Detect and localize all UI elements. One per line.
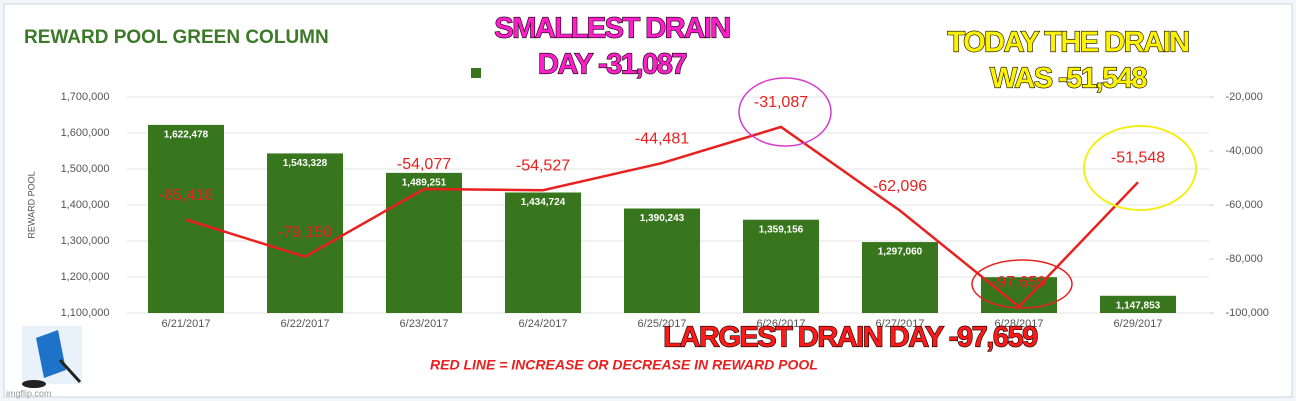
logo-shape [36, 330, 66, 378]
x-tick-label: 6/27/2017 [876, 318, 925, 330]
x-tick-label: 6/23/2017 [400, 318, 449, 330]
bar-value-label: 1,359,156 [759, 224, 804, 235]
bar-value-label: 1,543,328 [283, 158, 328, 169]
line-value-label: -44,481 [635, 130, 689, 147]
line-value-label: -54,527 [516, 157, 570, 174]
y2-tick-label: -80,000 [1226, 253, 1263, 265]
bar-value-label: 1,434,724 [521, 197, 566, 208]
x-tick-label: 6/21/2017 [162, 318, 211, 330]
bar [624, 208, 700, 313]
line-value-label: -79,150 [278, 224, 332, 241]
watermark: imgflip.com [6, 388, 52, 398]
y-tick-label: 1,300,000 [61, 235, 110, 247]
y-tick-label: 1,500,000 [61, 163, 110, 175]
bar-value-label: 1,622,478 [164, 130, 209, 141]
highlight-circle [1083, 125, 1197, 211]
chart-title: REWARD POOL GREEN COLUMN [24, 27, 329, 48]
x-tick-label: 6/24/2017 [519, 318, 568, 330]
bar [1100, 295, 1176, 313]
line-value-label: -62,096 [873, 178, 927, 195]
bar [386, 172, 462, 313]
x-tick-label: 6/26/2017 [757, 318, 806, 330]
line-value-label: -31,087 [754, 94, 808, 111]
y-tick-label: 1,100,000 [61, 307, 110, 319]
bar [148, 124, 224, 313]
bar-value-label: 1,390,243 [640, 213, 685, 224]
line-value-label: -65,416 [159, 187, 213, 204]
bar-value-label: 1,297,060 [878, 247, 923, 258]
y-tick-label: 1,400,000 [61, 199, 110, 211]
line [185, 125, 1139, 309]
annotation: WAS -51,548 [990, 63, 1147, 95]
x-tick-label: 6/22/2017 [281, 318, 330, 330]
annotation: LARGEST DRAIN DAY -97,659 [663, 322, 1038, 354]
bar-value-label: 1,147,853 [1116, 300, 1161, 311]
logo [22, 326, 82, 388]
annotation: DAY -31,087 [538, 49, 686, 81]
logo-broom [58, 358, 82, 384]
line-value-label: -97,659 [992, 274, 1046, 291]
y-tick-label: 1,700,000 [61, 91, 110, 103]
bar [267, 153, 343, 313]
logo-shoe [22, 380, 46, 388]
bar-value-label: 1,489,251 [402, 178, 447, 189]
highlight-circle [738, 77, 832, 147]
y2-tick-label: -60,000 [1226, 199, 1263, 211]
bar [505, 192, 581, 313]
footnote: RED LINE = INCREASE OR DECREASE IN REWAR… [430, 357, 818, 373]
y2-tick-label: -40,000 [1226, 145, 1263, 157]
y2-tick-label: -100,000 [1226, 307, 1269, 319]
y-tick-label: 1,200,000 [61, 271, 110, 283]
y-axis-label: REWARD POOL [26, 171, 36, 238]
plot: 1,100,000 1,200,000 1,300,000 1,400,000 1,50… [61, 91, 1269, 330]
line-value-label: -51,548 [1111, 149, 1165, 166]
y-tick-label: 1,600,000 [61, 127, 110, 139]
x-tick-label: 6/28/2017 [995, 318, 1044, 330]
y2-tick-label: -20,000 [1226, 91, 1263, 103]
highlight-circle [971, 259, 1073, 309]
x-tick-label: 6/25/2017 [638, 318, 687, 330]
x-tick-label: 6/29/2017 [1114, 318, 1163, 330]
legend-swatch [471, 68, 481, 78]
bar [743, 219, 819, 313]
bar [862, 242, 938, 313]
line-value-label: -54,077 [397, 156, 451, 173]
annotation: SMALLEST DRAIN [494, 13, 729, 45]
annotation: TODAY THE DRAIN [947, 27, 1188, 59]
